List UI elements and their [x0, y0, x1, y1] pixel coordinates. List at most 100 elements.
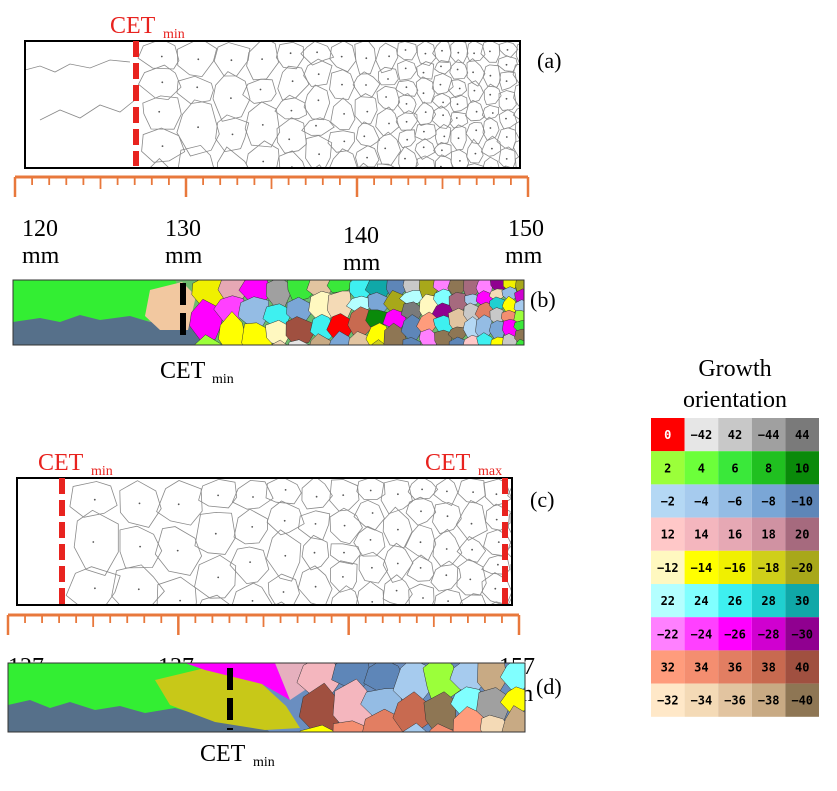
grain-nucleus: [343, 551, 345, 554]
legend-swatch: [751, 584, 786, 618]
legend-value: 2: [664, 461, 671, 475]
grain-boundary: [499, 71, 518, 91]
grain-boundary: [415, 155, 436, 168]
grain-boundary: [329, 41, 357, 73]
grain-nucleus: [252, 496, 254, 498]
grain-nucleus: [217, 494, 220, 497]
grain-nucleus: [439, 83, 442, 86]
legend-swatch: [718, 683, 752, 717]
cet-label-text: CET: [110, 13, 156, 39]
grain-nucleus: [343, 113, 345, 115]
grain-nucleus: [506, 174, 508, 176]
grain-nucleus: [251, 526, 254, 528]
panel-d-cet-min-label: CET min: [200, 741, 275, 770]
grain-nucleus: [249, 561, 252, 563]
grain-nucleus: [316, 184, 318, 186]
grain-nucleus: [404, 157, 406, 160]
legend-value: 40: [795, 661, 809, 675]
grain-nucleus: [231, 133, 234, 136]
legend-value: 18: [761, 528, 775, 542]
grain-boundary: [301, 117, 335, 136]
cet-label-text: CET: [160, 358, 206, 384]
oriented-grain: [515, 338, 524, 345]
grain-boundary: [416, 61, 435, 80]
grain-nucleus: [387, 78, 389, 80]
grain-nucleus: [396, 562, 399, 565]
legend-value: −24: [691, 627, 713, 641]
grain-nucleus: [506, 49, 509, 51]
grain-nucleus: [473, 89, 476, 92]
grain-nucleus: [284, 489, 287, 491]
grain-nucleus: [365, 57, 368, 60]
panel-a-frame: [24, 40, 521, 169]
legend-swatch: [751, 484, 786, 518]
grain-nucleus: [388, 122, 390, 125]
legend-value: −12: [657, 561, 679, 575]
grain-boundary: [459, 593, 487, 605]
grain-nucleus: [315, 124, 317, 127]
legend-value: −20: [791, 561, 813, 575]
grain-boundary: [274, 94, 308, 120]
grain-boundary: [213, 42, 251, 77]
tick-unit: mm: [22, 243, 60, 269]
grain-boundary: [65, 566, 121, 605]
grain-nucleus: [446, 515, 449, 518]
grain-nucleus: [419, 541, 422, 544]
grain-nucleus: [442, 101, 444, 104]
grain-nucleus: [363, 135, 366, 138]
grain-boundary: [194, 511, 236, 555]
legend-swatch: [684, 617, 719, 651]
grain-boundary: [413, 101, 437, 126]
oriented-grain: [417, 345, 437, 362]
grain-nucleus: [405, 103, 408, 105]
legend-value: 0: [664, 428, 671, 442]
legend-value: −26: [724, 627, 746, 641]
grain-nucleus: [215, 611, 217, 613]
grain-boundary: [119, 525, 163, 569]
legend-swatch: [684, 550, 719, 584]
grain-boundary: [266, 500, 305, 536]
grain-boundary: [482, 64, 501, 88]
oriented-grain: [401, 722, 428, 732]
grain-boundary: [142, 95, 182, 130]
grain-nucleus: [472, 71, 474, 74]
grain-nucleus: [290, 109, 293, 112]
grain-boundary: [432, 502, 462, 535]
grain-boundary: [233, 508, 268, 545]
grain-nucleus: [522, 164, 524, 166]
grain-boundary: [456, 558, 487, 596]
legend-swatch: [684, 683, 719, 717]
grain-nucleus: [394, 616, 396, 618]
grain-nucleus: [317, 99, 320, 102]
grain-nucleus: [445, 574, 448, 577]
panel-c-frame: [16, 477, 513, 606]
grain-nucleus: [137, 588, 140, 591]
legend-swatch: [684, 517, 719, 551]
tick-unit: mm: [505, 243, 543, 269]
grain-boundary: [507, 486, 512, 500]
grain-nucleus: [496, 616, 498, 618]
grain-nucleus: [497, 563, 499, 566]
grain-nucleus: [522, 521, 524, 523]
grain-nucleus: [520, 548, 522, 550]
grain-boundary: [450, 149, 470, 168]
panel-a-ruler: [13, 175, 530, 197]
grain-nucleus: [92, 541, 95, 543]
grain-boundary: [467, 80, 484, 103]
grain-nucleus: [505, 97, 508, 100]
legend-value: −38: [758, 694, 780, 708]
grain-nucleus: [523, 604, 525, 606]
grain-nucleus: [369, 489, 372, 492]
grain-nucleus: [419, 567, 422, 569]
grain-nucleus: [505, 80, 508, 82]
legend-swatch: [751, 550, 786, 584]
grain-boundary: [480, 41, 501, 63]
grain-boundary: [194, 554, 237, 599]
cet-subscript: min: [91, 464, 113, 479]
grain-nucleus: [497, 541, 500, 543]
grain-boundary: [395, 110, 418, 131]
panel-a-cet-min-label: CET min: [110, 13, 185, 42]
grain-nucleus: [442, 114, 444, 117]
grain-boundary: [276, 150, 306, 168]
grain-boundary: [111, 564, 165, 605]
